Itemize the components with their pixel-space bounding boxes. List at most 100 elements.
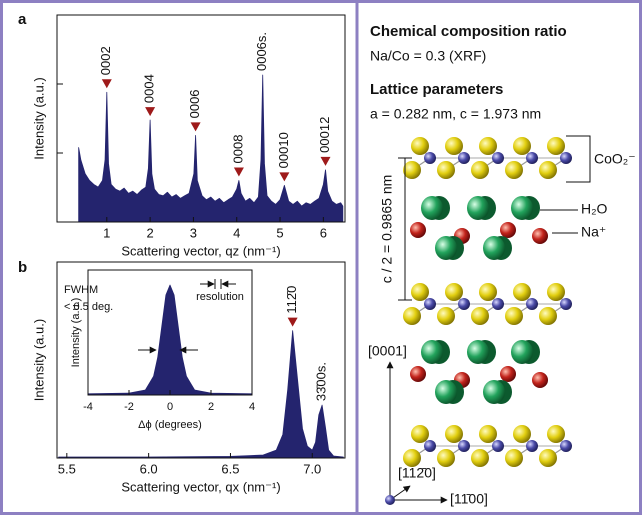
x-tick-label: 5 — [276, 225, 283, 240]
x-tick-label: 0 — [167, 401, 173, 413]
cobalt — [492, 152, 504, 164]
oxygen — [505, 307, 523, 325]
x-tick-label: 5.5 — [58, 461, 76, 476]
x-tick-label: -4 — [83, 401, 93, 413]
cobalt — [492, 440, 504, 452]
composition: Na/Co = 0.3 (XRF) — [370, 48, 486, 64]
oxygen — [547, 137, 565, 155]
cobalt — [424, 440, 436, 452]
oxygen — [539, 449, 557, 467]
water — [483, 380, 505, 404]
peak-marker — [234, 167, 244, 176]
figure: 123456Scattering vector, qz (nm⁻¹)Intens… — [0, 0, 642, 515]
atoms — [403, 137, 572, 467]
oxygen — [539, 307, 557, 325]
peak-label: 0006s. — [254, 32, 269, 71]
axis-label: [0001] — [368, 343, 407, 359]
water — [483, 236, 505, 260]
x-tick-label: 2 — [146, 225, 153, 240]
oxygen — [547, 425, 565, 443]
cobalt — [458, 152, 470, 164]
cobalt — [526, 152, 538, 164]
oxygen — [471, 449, 489, 467]
oxygen — [437, 161, 455, 179]
structure-panel: Chemical composition ratio Na/Co = 0.3 (… — [368, 23, 636, 507]
peak-marker — [288, 318, 298, 327]
sodium — [500, 222, 516, 238]
heading: Lattice parameters — [370, 81, 503, 98]
oxygen — [445, 283, 463, 301]
axis-label: [112̄0] — [398, 465, 436, 481]
cobalt — [560, 152, 572, 164]
water — [467, 196, 489, 220]
oxygen — [445, 137, 463, 155]
oxygen — [479, 137, 497, 155]
x-tick-label: 4 — [233, 225, 240, 240]
sodium — [532, 372, 548, 388]
peak-label: 0008 — [230, 135, 245, 164]
oxygen — [513, 425, 531, 443]
x-tick-label: 6.0 — [140, 461, 158, 476]
sodium — [410, 366, 426, 382]
peak-marker — [102, 79, 112, 88]
oxygen — [505, 161, 523, 179]
peak-label: 00012 — [317, 117, 332, 153]
water — [435, 380, 457, 404]
peak-marker — [145, 107, 155, 116]
y-axis-label: Intensity (a.u.) — [31, 77, 46, 159]
oxygen — [471, 307, 489, 325]
oxygen — [513, 283, 531, 301]
x-tick-label: 2 — [208, 401, 214, 413]
peak-marker — [321, 157, 331, 166]
water-label: H₂O — [581, 201, 608, 217]
lattice: a = 0.282 nm, c = 1.973 nm — [370, 106, 541, 122]
x-tick-label: -2 — [124, 401, 134, 413]
peak-label: 33̄00s. — [314, 362, 329, 401]
oxygen — [403, 161, 421, 179]
x-axis-label: Δϕ (degrees) — [138, 419, 202, 431]
cobalt — [526, 298, 538, 310]
axis-label: [11̄00] — [450, 491, 488, 507]
oxygen — [471, 161, 489, 179]
sodium — [532, 228, 548, 244]
oxygen — [445, 425, 463, 443]
spacing-line — [398, 158, 412, 300]
oxygen — [547, 283, 565, 301]
x-tick-label: 6 — [320, 225, 327, 240]
oxygen — [411, 425, 429, 443]
origin — [385, 495, 395, 505]
y-axis-label: Intensity (a.u.) — [31, 319, 46, 401]
cobalt — [526, 440, 538, 452]
oxygen — [479, 283, 497, 301]
cobalt — [458, 440, 470, 452]
cobalt — [560, 298, 572, 310]
x-axis-label: Scattering vector, qx (nm⁻¹) — [121, 479, 280, 494]
x-tick-label: 6.5 — [221, 461, 239, 476]
oxygen — [437, 307, 455, 325]
oxygen — [411, 137, 429, 155]
water — [435, 236, 457, 260]
cobalt — [424, 152, 436, 164]
sodium-label: Na⁺ — [581, 224, 606, 240]
cobalt — [424, 298, 436, 310]
panel-label: b — [18, 259, 27, 276]
note: resolution — [196, 291, 244, 303]
oxygen — [437, 449, 455, 467]
peak-marker — [279, 172, 289, 181]
water — [421, 340, 443, 364]
water — [467, 340, 489, 364]
cobalt — [492, 298, 504, 310]
cobalt — [458, 298, 470, 310]
sodium — [410, 222, 426, 238]
x-axis-label: Scattering vector, qz (nm⁻¹) — [121, 243, 280, 258]
note: < 0.5 deg. — [64, 301, 113, 313]
heading: Chemical composition ratio — [370, 23, 567, 40]
peak-label: 112̄0 — [284, 286, 299, 314]
oxygen — [411, 283, 429, 301]
cobalt — [560, 440, 572, 452]
oxygen — [403, 307, 421, 325]
x-tick-label: 7.0 — [303, 461, 321, 476]
spectrum — [79, 75, 343, 222]
x-tick-label: 3 — [190, 225, 197, 240]
